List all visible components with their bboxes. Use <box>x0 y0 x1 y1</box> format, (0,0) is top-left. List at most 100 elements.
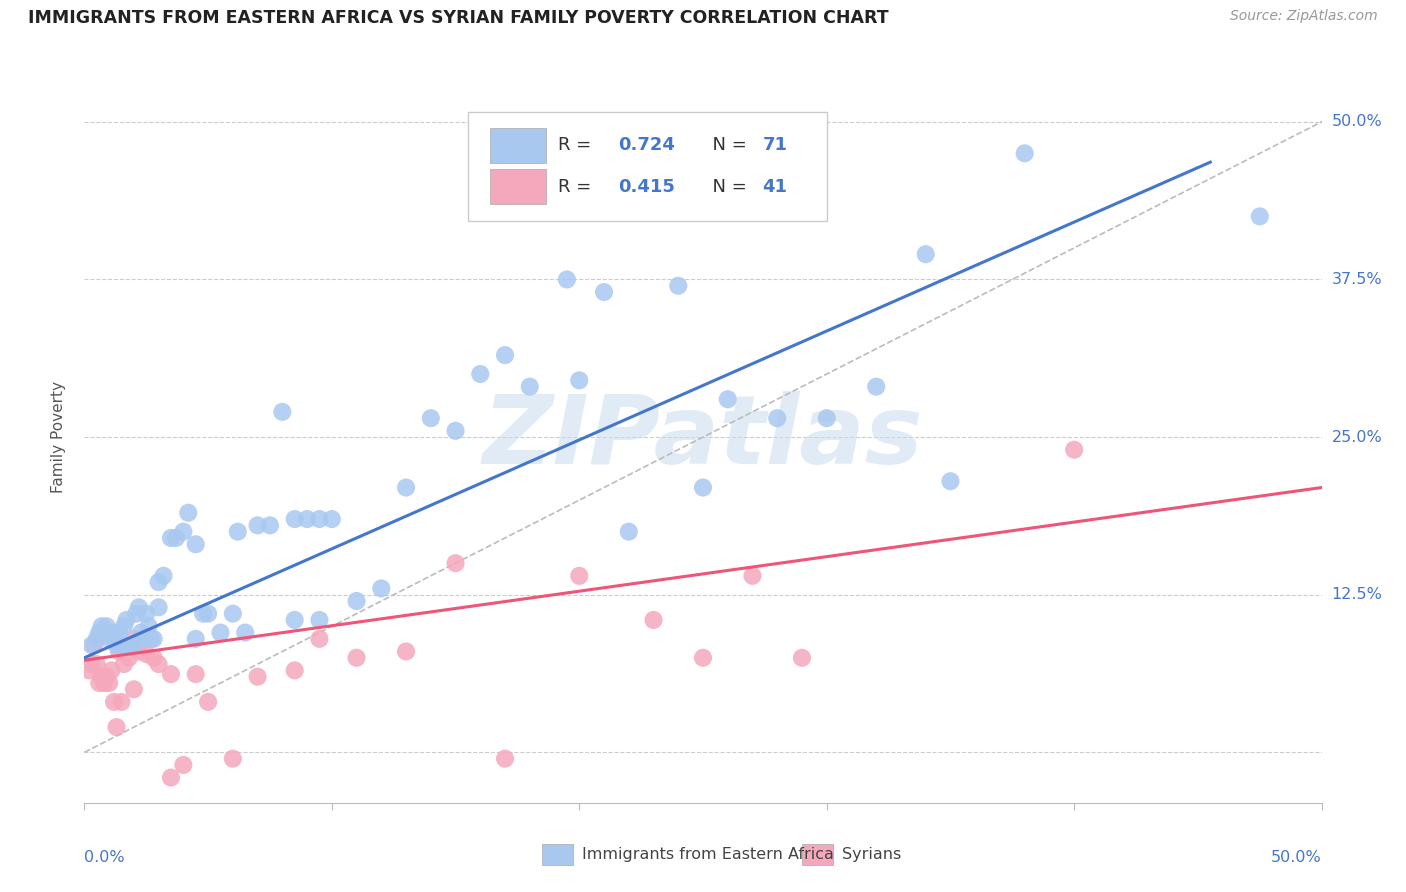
Point <box>284 512 307 526</box>
Bar <box>543 845 574 865</box>
Point <box>160 531 183 545</box>
Point <box>444 556 467 570</box>
Point <box>93 676 115 690</box>
Point <box>165 531 187 545</box>
Point <box>346 594 368 608</box>
Point <box>295 512 318 526</box>
Point <box>1014 146 1036 161</box>
Bar <box>491 128 546 162</box>
Point <box>122 682 145 697</box>
Point <box>142 650 165 665</box>
Point <box>197 695 219 709</box>
Point <box>110 638 132 652</box>
Point <box>118 650 141 665</box>
Point <box>103 632 125 646</box>
Point <box>865 379 887 393</box>
Point <box>89 676 111 690</box>
Point <box>108 625 131 640</box>
Text: R =: R = <box>558 178 598 196</box>
Point <box>222 752 245 766</box>
Point <box>172 758 194 772</box>
Text: 50.0%: 50.0% <box>1331 114 1382 129</box>
Point <box>321 512 343 526</box>
Point <box>103 695 125 709</box>
Text: N =: N = <box>700 178 752 196</box>
Point <box>125 607 148 621</box>
Point <box>692 650 714 665</box>
Point <box>83 638 105 652</box>
Point <box>79 664 101 678</box>
Point <box>284 613 307 627</box>
Point <box>100 664 122 678</box>
Point <box>132 632 155 646</box>
Bar <box>491 169 546 204</box>
Point <box>152 569 174 583</box>
Point <box>86 632 108 646</box>
Point <box>80 657 103 671</box>
Point <box>568 373 591 387</box>
Text: 71: 71 <box>762 136 787 154</box>
Text: 25.0%: 25.0% <box>1331 430 1382 444</box>
Point <box>271 405 294 419</box>
Point <box>112 657 135 671</box>
Text: Syrians: Syrians <box>842 847 901 862</box>
Point <box>717 392 740 407</box>
Point <box>419 411 441 425</box>
Y-axis label: Family Poverty: Family Poverty <box>51 381 66 493</box>
Point <box>226 524 249 539</box>
Point <box>555 272 578 286</box>
Point <box>122 632 145 646</box>
Point <box>395 644 418 658</box>
Point <box>666 278 689 293</box>
Point <box>100 625 122 640</box>
Point <box>98 676 121 690</box>
Point <box>112 619 135 633</box>
Point <box>643 613 665 627</box>
Point <box>142 632 165 646</box>
Point <box>246 670 269 684</box>
Point <box>93 625 115 640</box>
Point <box>118 638 141 652</box>
Text: 37.5%: 37.5% <box>1331 272 1382 287</box>
Point <box>148 600 170 615</box>
Point <box>128 644 150 658</box>
Point <box>148 657 170 671</box>
Point <box>370 582 392 596</box>
Point <box>259 518 281 533</box>
Text: ZIPatlas: ZIPatlas <box>482 391 924 483</box>
Point <box>790 650 813 665</box>
Point <box>191 607 214 621</box>
Point <box>80 638 103 652</box>
Point <box>470 367 492 381</box>
Text: 50.0%: 50.0% <box>1271 850 1322 865</box>
Point <box>308 613 330 627</box>
Point <box>519 379 541 393</box>
Point <box>98 632 121 646</box>
Point <box>138 619 160 633</box>
Point <box>222 607 245 621</box>
Text: 0.724: 0.724 <box>617 136 675 154</box>
Point <box>115 613 138 627</box>
Point <box>246 518 269 533</box>
Point <box>568 569 591 583</box>
Point <box>209 625 232 640</box>
Point <box>135 607 157 621</box>
Point <box>177 506 200 520</box>
Point <box>160 771 183 785</box>
Point <box>308 632 330 646</box>
Point <box>120 638 142 652</box>
Text: 0.415: 0.415 <box>617 178 675 196</box>
Text: N =: N = <box>700 136 752 154</box>
FancyBboxPatch shape <box>468 112 827 221</box>
Point <box>86 657 108 671</box>
Text: IMMIGRANTS FROM EASTERN AFRICA VS SYRIAN FAMILY POVERTY CORRELATION CHART: IMMIGRANTS FROM EASTERN AFRICA VS SYRIAN… <box>28 9 889 27</box>
Point <box>172 524 194 539</box>
Point <box>89 625 111 640</box>
Point <box>494 348 516 362</box>
Point <box>914 247 936 261</box>
Text: 41: 41 <box>762 178 787 196</box>
Point <box>128 600 150 615</box>
Point <box>122 638 145 652</box>
Point <box>593 285 616 299</box>
Point <box>197 607 219 621</box>
